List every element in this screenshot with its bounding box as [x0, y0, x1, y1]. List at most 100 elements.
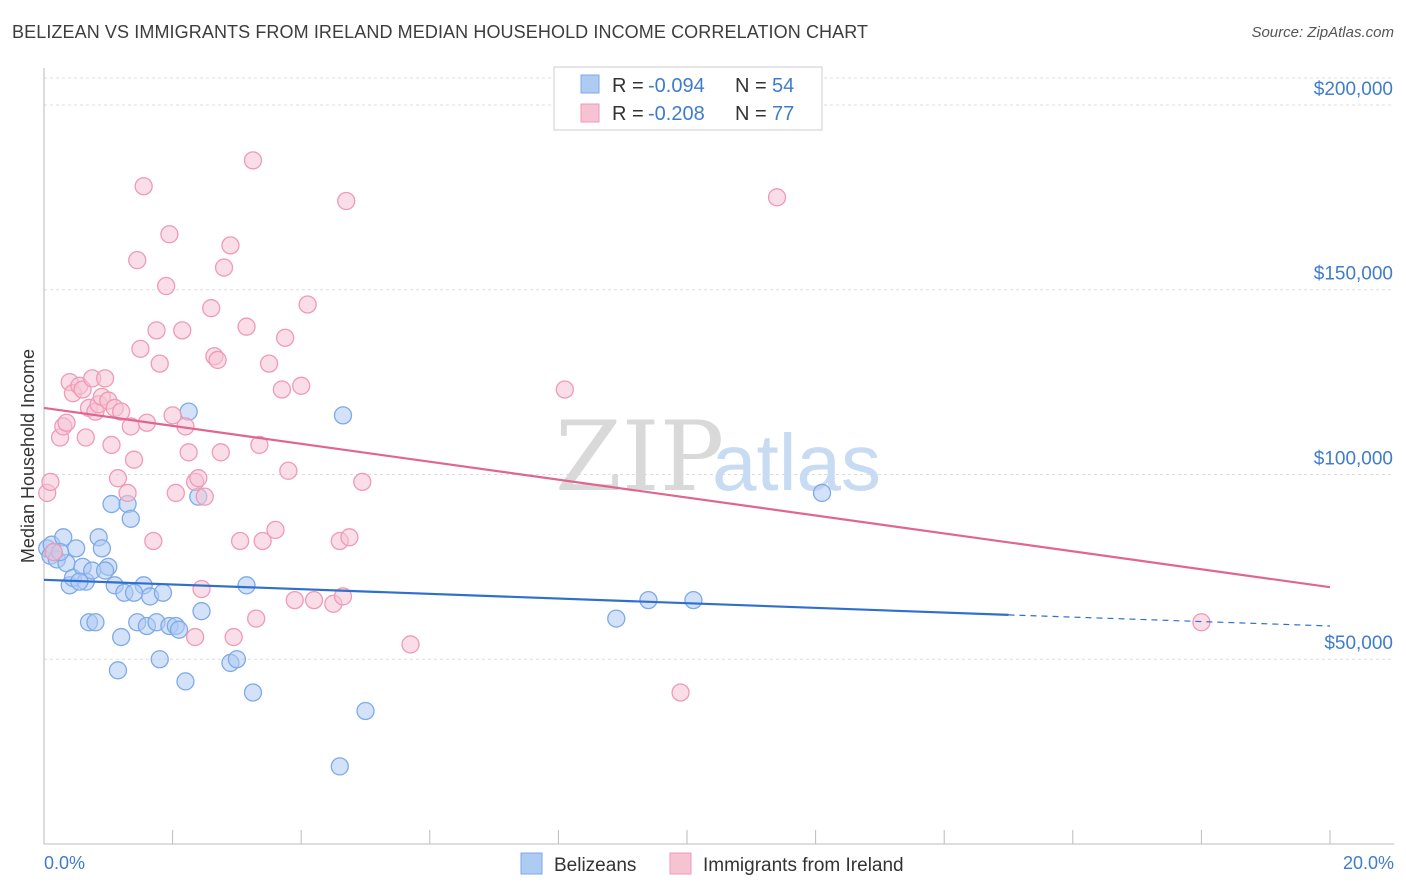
correlation-legend: R = -0.094 N = 54 R = -0.208 N = 77: [553, 66, 823, 131]
ireland-point-49: [224, 627, 243, 647]
legend-r-label-1: R =: [612, 75, 644, 97]
belizeans-trend-extension: [1008, 614, 1331, 627]
legend-n-value-1: 54: [772, 75, 794, 97]
belizeans-point-53: [169, 620, 189, 639]
bottom-legend-label-belizeans: Belizeans: [554, 855, 636, 876]
belizeans-point-43: [333, 406, 353, 425]
belizeans-point-9: [67, 539, 86, 558]
ireland-point-62: [298, 295, 317, 314]
belizeans-point-20: [108, 661, 128, 680]
belizeans-point-40: [237, 576, 256, 595]
legend-n-value-2: 77: [772, 103, 794, 125]
ireland-point-52: [247, 609, 266, 628]
ireland-point-50: [230, 531, 250, 551]
ireland-point-72: [555, 380, 574, 399]
ireland-point-66: [333, 587, 353, 606]
watermark: ZIP atlas: [555, 401, 881, 513]
x-tick-label-min: 0.0%: [44, 853, 85, 873]
ireland-point-36: [173, 321, 192, 340]
ireland-point-58: [275, 328, 295, 347]
belizeans-point-45: [607, 609, 626, 628]
belizeans-point-41: [243, 683, 263, 702]
legend-n-label-1: N =: [735, 75, 767, 97]
belizeans-point-48: [812, 483, 832, 503]
ireland-point-53: [250, 435, 269, 455]
ireland-point-18: [102, 435, 121, 455]
ireland-point-20: [108, 469, 128, 488]
ireland-point-21: [112, 402, 131, 421]
ireland-point-34: [163, 406, 182, 425]
ireland-points: [38, 151, 1211, 702]
ireland-point-35: [166, 483, 185, 503]
watermark-zip: ZIP: [555, 401, 724, 513]
belizeans-point-52: [124, 583, 144, 602]
belizeans-point-21: [112, 627, 131, 647]
y-tick-label-3: $200,000: [1314, 79, 1393, 100]
belizeans-point-39: [227, 650, 247, 669]
belizeans-point-51: [95, 561, 115, 580]
belizeans-point-35: [179, 402, 198, 421]
x-ticks: [43, 830, 1331, 844]
ireland-point-60: [285, 590, 304, 610]
bottom-legend-swatch-ireland: [669, 852, 692, 875]
source-label: Source: ZipAtlas.com: [1251, 24, 1394, 41]
belizeans-point-47: [684, 590, 703, 610]
ireland-point-43: [202, 299, 221, 318]
legend-swatch-belizeans: [580, 74, 600, 94]
ireland-point-67: [337, 191, 356, 211]
belizeans-point-46: [639, 590, 658, 610]
ireland-point-30: [147, 321, 166, 340]
ireland-point-70: [401, 635, 420, 654]
y-tick-label-2: $150,000: [1314, 264, 1393, 285]
bottom-legend-label-ireland: Immigrants from Ireland: [703, 855, 904, 876]
belizeans-point-24: [121, 509, 140, 528]
legend-n-label-2: N =: [735, 103, 767, 125]
ireland-point-1: [41, 472, 60, 492]
ireland-point-27: [134, 177, 153, 196]
ireland-point-71: [243, 151, 263, 170]
ireland-point-74: [767, 188, 787, 207]
ireland-point-76: [185, 627, 205, 647]
ireland-point-69: [353, 472, 372, 492]
ireland-point-22: [118, 483, 137, 503]
ireland-point-38: [179, 443, 198, 462]
ireland-point-5: [57, 413, 76, 432]
ireland-point-55: [259, 354, 279, 373]
ireland-point-56: [266, 520, 285, 540]
belizeans-point-14: [86, 613, 105, 632]
ireland-point-48: [221, 236, 240, 255]
ireland-point-59: [279, 461, 298, 480]
legend-r-label-2: R =: [612, 103, 644, 125]
ireland-point-41: [192, 579, 211, 599]
ireland-point-73: [671, 683, 690, 702]
bottom-legend-swatch-belizeans: [520, 852, 543, 875]
ireland-point-61: [292, 376, 311, 395]
ireland-point-47: [214, 258, 234, 277]
ireland-point-16: [95, 369, 115, 388]
ireland-point-24: [124, 450, 144, 469]
belizeans-point-18: [102, 494, 121, 514]
legend-r-value-2: -0.208: [648, 103, 705, 125]
ireland-point-40: [189, 469, 208, 488]
ireland-point-54: [253, 531, 272, 551]
series-legend: Belizeans Immigrants from Ireland: [520, 852, 904, 876]
belizeans-point-31: [153, 583, 173, 602]
ireland-point-26: [131, 339, 150, 358]
belizeans-point-16: [92, 539, 112, 558]
ireland-point-46: [211, 443, 230, 462]
y-tick-labels: $50,000 $100,000 $150,000 $200,000: [1314, 79, 1393, 654]
belizeans-trend-line: [43, 578, 1009, 616]
axes: [43, 68, 1394, 845]
legend-r-value-1: -0.094: [648, 75, 705, 97]
ireland-point-2: [44, 542, 63, 562]
ireland-point-29: [144, 531, 163, 551]
chart-title: BELIZEAN VS IMMIGRANTS FROM IRELAND MEDI…: [12, 22, 869, 42]
ireland-point-45: [208, 350, 227, 370]
y-tick-label-1: $100,000: [1314, 448, 1393, 469]
ireland-point-33: [160, 225, 179, 244]
ireland-point-51: [237, 317, 256, 336]
legend-swatch-ireland: [580, 103, 600, 123]
belizeans-point-44: [356, 701, 375, 721]
ireland-point-32: [157, 276, 176, 296]
